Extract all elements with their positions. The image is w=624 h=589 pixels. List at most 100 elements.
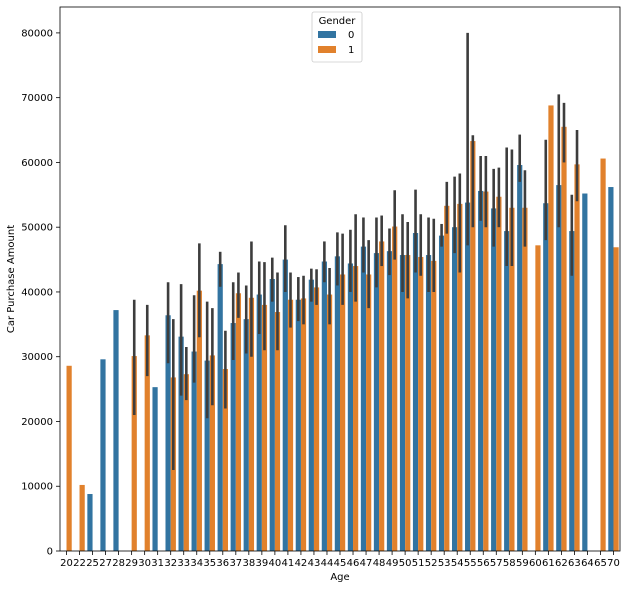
- y-tick-label: 70000: [21, 93, 53, 104]
- bar-series-1-age-56: [483, 191, 489, 552]
- x-tick-label: 55: [464, 558, 477, 569]
- bar-series-1-age-49: [392, 226, 398, 552]
- y-tick-label: 60000: [21, 158, 53, 169]
- bar-series-1-age-39: [261, 304, 268, 551]
- bar-series-0-age-37: [230, 323, 236, 551]
- y-tick-label: 0: [47, 547, 53, 558]
- bar-series-0-age-47: [360, 246, 367, 551]
- x-tick-label: 35: [203, 558, 216, 569]
- bar-series-1-age-52: [431, 260, 437, 551]
- bar-series-0-age-39: [256, 294, 262, 551]
- bar-series-0-age-64: [582, 193, 588, 551]
- bar-series-1-age-54: [457, 203, 463, 551]
- bar-series-0-age-40: [269, 279, 275, 551]
- legend-title: Gender: [319, 16, 357, 27]
- x-tick-label: 29: [125, 558, 138, 569]
- bar-series-1-age-20: [66, 365, 72, 551]
- bar-series-1-age-37: [235, 293, 242, 551]
- x-axis-ticks: 20 22 25 27 28 29 30 31 32 33 34 35 36 37 38 39 40 41 42 43…: [60, 551, 620, 569]
- bar-series-1-age-45: [340, 274, 346, 551]
- bar-series-1-age-33: [183, 374, 189, 551]
- bar-series-0-age-57: [491, 208, 497, 551]
- bar-series-1-age-42: [300, 298, 307, 551]
- x-tick-label: 52: [425, 558, 438, 569]
- x-tick-label: 31: [151, 558, 164, 569]
- bar-series-1-age-47: [366, 274, 372, 551]
- plot-frame: [59, 6, 621, 552]
- x-tick-label: 45: [334, 558, 347, 569]
- bar-series-1-age-57: [496, 196, 502, 551]
- bar-series-1-age-30: [144, 335, 150, 551]
- x-axis-label: Age: [330, 572, 349, 583]
- bar-series-0-age-46: [347, 263, 354, 551]
- bar-series-1-age-50: [405, 255, 411, 552]
- bar-series-0-age-50: [399, 255, 406, 552]
- x-tick-label: 33: [177, 558, 190, 569]
- y-tick-label: 40000: [21, 287, 53, 298]
- bar-series-0-age-63: [569, 231, 575, 552]
- y-axis-ticks: 0 10000 20000 30000 40000 50000 60000 70000 8000…: [21, 28, 60, 558]
- bar-series-1-age-35: [209, 355, 215, 551]
- bar-series-1-age-46: [353, 266, 359, 551]
- x-tick-label: 50: [399, 558, 412, 569]
- x-tick-label: 41: [282, 558, 295, 569]
- bar-series-0-age-36: [217, 264, 223, 551]
- bar-series-1-age-38: [248, 297, 255, 551]
- x-tick-label: 65: [594, 558, 607, 569]
- x-tick-label: 42: [295, 558, 308, 569]
- bar-series-1-age-65: [600, 158, 606, 552]
- x-tick-label: 44: [321, 558, 334, 569]
- x-tick-label: 57: [490, 558, 503, 569]
- y-tick-label: 30000: [21, 352, 53, 363]
- bar-series-0-age-27: [100, 359, 106, 551]
- bar-series-1-age-41: [287, 299, 294, 551]
- bar-series-0-age-45: [334, 256, 340, 551]
- legend-label-series-0: 0: [348, 30, 354, 41]
- y-tick-label: 80000: [21, 28, 53, 39]
- bar-series-1-age-70: [613, 247, 619, 551]
- bar-series-0-age-33: [178, 336, 184, 551]
- bar-series-0-age-54: [452, 227, 458, 551]
- legend-swatch-series-0: [318, 31, 336, 38]
- bar-series-0-age-28: [113, 310, 119, 551]
- x-tick-label: 46: [347, 558, 360, 569]
- x-tick-label: 49: [386, 558, 399, 569]
- legend: Gender 0 1: [311, 11, 363, 63]
- y-tick-label: 10000: [21, 482, 53, 493]
- plot-layer: [66, 32, 619, 552]
- bar-series-1-age-59: [522, 207, 528, 551]
- legend-label-series-1: 1: [348, 45, 354, 56]
- bar-series-0-age-61: [543, 203, 549, 551]
- x-tick-label: 43: [308, 558, 321, 569]
- bar-series-0-age-32: [165, 315, 171, 551]
- x-tick-label: 25: [86, 558, 99, 569]
- bar-series-1-age-53: [444, 205, 450, 552]
- bar-series-0-age-59: [517, 165, 523, 551]
- x-tick-label: 58: [503, 558, 516, 569]
- y-axis-label: Car Purchase Amount: [6, 225, 17, 333]
- bar-series-1-age-63: [574, 164, 580, 551]
- x-tick-label: 36: [216, 558, 229, 569]
- bar-series-0-age-41: [282, 259, 288, 551]
- x-tick-label: 32: [164, 558, 177, 569]
- bar-series-1-age-36: [222, 369, 228, 551]
- bar-series-1-age-58: [509, 207, 515, 551]
- bar-series-1-age-34: [196, 290, 202, 551]
- bar-series-1-age-29: [131, 356, 137, 551]
- x-tick-label: 48: [373, 558, 386, 569]
- bar-series-0-age-25: [87, 494, 93, 551]
- x-tick-label: 20: [60, 558, 73, 569]
- x-tick-label: 60: [529, 558, 542, 569]
- bar-series-0-age-48: [373, 253, 380, 551]
- x-tick-label: 39: [255, 558, 268, 569]
- y-tick-label: 50000: [21, 223, 53, 234]
- x-tick-label: 51: [412, 558, 425, 569]
- x-tick-label: 70: [607, 558, 620, 569]
- x-tick-label: 56: [477, 558, 490, 569]
- bar-series-0-age-49: [386, 251, 393, 551]
- bar-series-0-age-35: [204, 360, 210, 551]
- bar-series-0-age-56: [478, 190, 484, 551]
- bar-series-1-age-22: [79, 484, 85, 551]
- x-tick-label: 37: [229, 558, 242, 569]
